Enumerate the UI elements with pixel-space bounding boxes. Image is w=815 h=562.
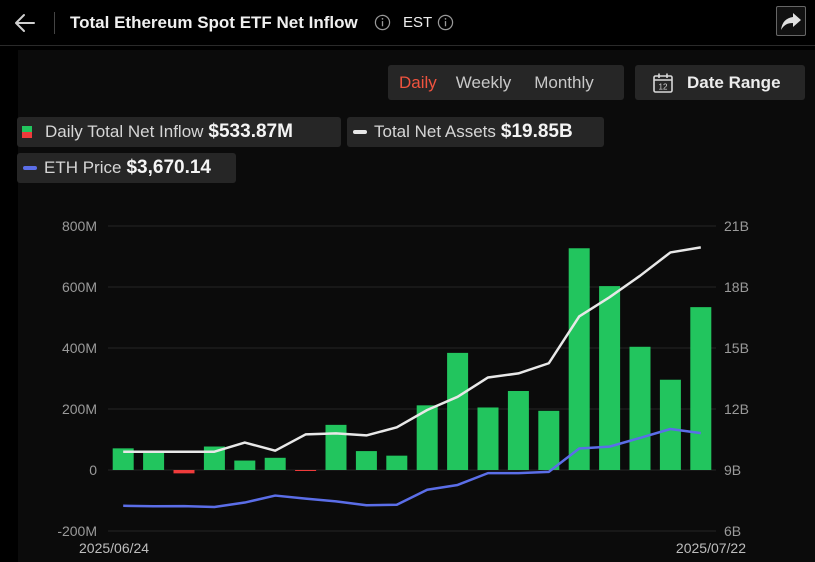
y-right-tick-label: 15B: [724, 340, 749, 356]
inflow-bar: [659, 379, 681, 470]
legend-inflow-value: $533.87M: [208, 121, 293, 142]
y-left-tick-label: 400M: [62, 340, 97, 356]
y-left-tick-label: 800M: [62, 218, 97, 234]
y-left-tick-label: 600M: [62, 279, 97, 295]
eth-price-line: [123, 427, 701, 509]
price-swatch: [23, 166, 37, 170]
inflow-bar: [112, 448, 134, 470]
legend-price-name: ETH Price: [44, 158, 122, 177]
date-range-button[interactable]: 12 Date Range: [635, 65, 805, 100]
inflow-bar: [173, 470, 195, 474]
inflow-bar: [690, 307, 712, 470]
inflow-bar: [416, 405, 438, 470]
period-weekly-button[interactable]: Weekly: [455, 72, 512, 92]
legend-price-value: $3,670.14: [126, 157, 211, 178]
inflow-bar: [325, 424, 347, 470]
y-right-tick-label: 21B: [724, 218, 749, 234]
x-tick-label-start: 2025/06/24: [79, 540, 149, 556]
y-left-tick-label: 0: [89, 462, 97, 478]
y-right-tick-label: 18B: [724, 279, 749, 295]
header-divider: [54, 12, 55, 34]
inflow-bar: [386, 455, 408, 470]
timezone-info-icon[interactable]: [437, 14, 454, 31]
calendar-day: 12: [659, 83, 668, 92]
y-right-tick-label: 12B: [724, 401, 749, 417]
y-left-tick-label: -200M: [57, 523, 97, 539]
y-right-tick-label: 6B: [724, 523, 741, 539]
inflow-bar: [477, 407, 499, 470]
inflow-bar: [568, 248, 590, 470]
inflow-bar: [629, 346, 651, 470]
page-title: Total Ethereum Spot ETF Net Inflow: [70, 13, 358, 32]
legend-price[interactable]: ETH Price $3,670.14: [17, 153, 236, 183]
timezone-label: EST: [403, 14, 433, 31]
inflow-bar: [295, 470, 317, 471]
period-toggle: Daily Weekly Monthly: [388, 65, 624, 100]
y-left-tick-label: 200M: [62, 401, 97, 417]
x-tick-label-end: 2025/07/22: [676, 540, 746, 556]
legend-assets-value: $19.85B: [500, 121, 573, 142]
period-monthly-button[interactable]: Monthly: [534, 72, 594, 92]
assets-swatch: [353, 130, 367, 134]
legend-inflow[interactable]: Daily Total Net Inflow $533.87M: [17, 117, 341, 147]
inflow-swatch: [22, 126, 32, 138]
date-range-label: Date Range: [687, 73, 781, 92]
y-right-tick-label: 9B: [724, 462, 741, 478]
inflow-bar: [447, 352, 469, 470]
calendar-icon: 12: [653, 73, 673, 93]
header-bar: Total Ethereum Spot ETF Net Inflow EST: [0, 0, 815, 46]
share-button[interactable]: [776, 6, 806, 36]
inflow-bar: [355, 451, 377, 470]
inflow-bar: [264, 457, 286, 470]
inflow-bar: [234, 460, 256, 470]
info-icon[interactable]: [374, 14, 391, 31]
legend-inflow-name: Daily Total Net Inflow: [45, 122, 204, 141]
period-daily-button[interactable]: Daily: [399, 72, 437, 92]
back-arrow-icon[interactable]: [12, 10, 38, 36]
net-assets-line: [123, 246, 702, 453]
inflow-bar: [599, 286, 621, 470]
legend-assets-name: Total Net Assets: [374, 122, 496, 141]
inflow-bar: [143, 451, 165, 470]
inflow-bar: [538, 410, 560, 470]
inflow-bar: [507, 391, 529, 470]
share-icon: [781, 13, 801, 30]
legend-assets[interactable]: Total Net Assets $19.85B: [347, 117, 604, 147]
